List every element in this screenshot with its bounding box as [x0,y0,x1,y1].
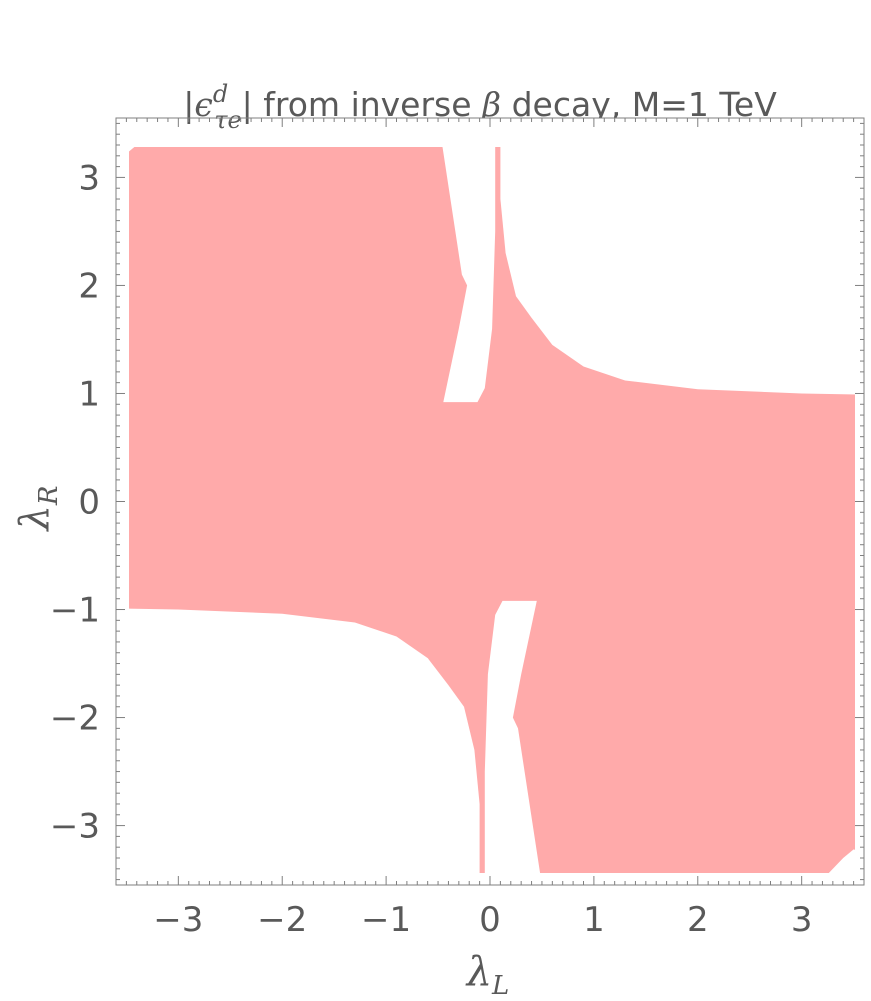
title-symbol: ϵ [194,85,212,124]
plot-area [116,118,864,885]
y-tick-label: 0 [78,483,100,523]
title-beta: β [480,85,501,124]
x-axis-label: λL [465,949,510,1001]
x-tick-label: −1 [361,900,411,940]
y-axis-label: λR [12,486,64,533]
excluded-region-5 [116,118,160,154]
y-tick-label: 2 [78,266,100,306]
x-axis-label-base: λ [465,949,492,995]
y-axis-label-base: λ [12,505,58,532]
y-axis-label-sub: R [34,486,64,507]
x-axis-label-sub: L [491,971,509,1001]
y-tick-label: −2 [50,699,100,739]
x-tick-label: 0 [479,900,501,940]
x-tick-label: 3 [791,900,813,940]
excluded-regions [116,118,864,885]
excluded-region-2 [116,608,480,885]
axis-ticks [115,118,865,885]
y-tick-label: −3 [50,807,100,847]
x-tick-label: −2 [257,900,307,940]
x-tick-labels: −3 −2 −1 0 1 2 3 [153,900,812,940]
title-superscript: d [213,80,228,108]
excluded-region-6 [820,849,864,885]
excluded-region-3 [438,118,496,403]
y-tick-labels: −3 −2 −1 0 1 2 3 [50,158,100,846]
y-tick-label: 1 [78,374,100,414]
y-tick-label: 3 [78,158,100,198]
x-tick-label: 2 [687,900,709,940]
excluded-region-4 [484,600,542,885]
x-tick-label: −3 [153,900,203,940]
excluded-region-1 [500,118,864,395]
y-tick-label: −1 [50,591,100,631]
title-pre: | [183,85,194,124]
x-tick-label: 1 [583,900,605,940]
title-subscript: τe [214,106,241,134]
